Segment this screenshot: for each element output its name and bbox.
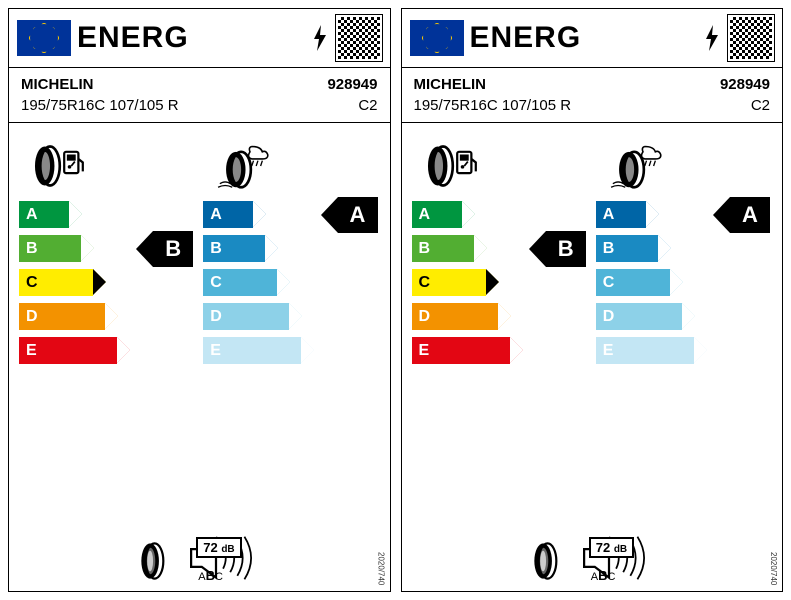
energy-label: ENERG MICHELIN 928949 195/75R16C 107/105 …	[8, 8, 391, 592]
code: 928949	[720, 76, 770, 93]
tire-size: 195/75R16C 107/105 R	[414, 97, 572, 114]
fuel-column: ABCDEB	[412, 131, 588, 525]
energy-label: ENERG MICHELIN 928949 195/75R16C 107/105 …	[401, 8, 784, 592]
fuel-bar-A: A	[412, 201, 462, 228]
speaker-icon: 72 dB ABC	[577, 533, 657, 583]
regulation: 2020/740	[769, 552, 778, 585]
wet-icon	[596, 131, 772, 201]
noise-class: ABC	[591, 568, 616, 583]
noise-class: ABC	[198, 568, 223, 583]
wet-bar-E: E	[596, 337, 694, 364]
energ-text: ENERG	[77, 21, 304, 55]
wet-marker: A	[338, 197, 378, 233]
noise-section: 72 dB ABC	[402, 529, 783, 591]
wet-bar-B: B	[203, 235, 265, 262]
fuel-bar-D: D	[19, 303, 105, 330]
fuel-bar-B: B	[19, 235, 81, 262]
eu-flag-icon	[17, 20, 71, 56]
noise-tire-icon	[527, 539, 571, 583]
noise-db: 72 dB	[589, 537, 634, 558]
wet-column: ABCDEA	[203, 131, 379, 525]
wet-bar-C: C	[203, 269, 277, 296]
fuel-bar-C: C	[19, 269, 93, 296]
fuel-icon	[19, 131, 195, 201]
qr-code-icon	[728, 15, 774, 61]
tire-class: C2	[358, 97, 377, 114]
noise-tire-icon	[134, 539, 178, 583]
fuel-column: ABCDEB	[19, 131, 195, 525]
bolt-icon	[702, 23, 722, 53]
code: 928949	[327, 76, 377, 93]
brand: MICHELIN	[21, 76, 94, 93]
wet-bar-E: E	[203, 337, 301, 364]
wet-column: ABCDEA	[596, 131, 772, 525]
energ-text: ENERG	[470, 21, 697, 55]
fuel-bar-E: E	[412, 337, 510, 364]
speaker-icon: 72 dB ABC	[184, 533, 264, 583]
wet-icon	[203, 131, 379, 201]
noise-section: 72 dB ABC	[9, 529, 390, 591]
fuel-bar-A: A	[19, 201, 69, 228]
qr-code-icon	[336, 15, 382, 61]
tire-size: 195/75R16C 107/105 R	[21, 97, 179, 114]
fuel-bar-D: D	[412, 303, 498, 330]
fuel-bar-B: B	[412, 235, 474, 262]
fuel-icon	[412, 131, 588, 201]
wet-bar-B: B	[596, 235, 658, 262]
fuel-marker: B	[546, 231, 586, 267]
wet-bar-D: D	[203, 303, 289, 330]
noise-db: 72 dB	[196, 537, 241, 558]
header: ENERG	[9, 9, 390, 67]
fuel-bar-E: E	[19, 337, 117, 364]
wet-bar-C: C	[596, 269, 670, 296]
header: ENERG	[402, 9, 783, 67]
wet-bar-A: A	[203, 201, 253, 228]
fuel-marker: B	[153, 231, 193, 267]
regulation: 2020/740	[377, 552, 386, 585]
brand: MICHELIN	[414, 76, 487, 93]
fuel-bar-C: C	[412, 269, 486, 296]
wet-bar-A: A	[596, 201, 646, 228]
bolt-icon	[310, 23, 330, 53]
wet-marker: A	[730, 197, 770, 233]
eu-flag-icon	[410, 20, 464, 56]
tire-class: C2	[751, 97, 770, 114]
wet-bar-D: D	[596, 303, 682, 330]
